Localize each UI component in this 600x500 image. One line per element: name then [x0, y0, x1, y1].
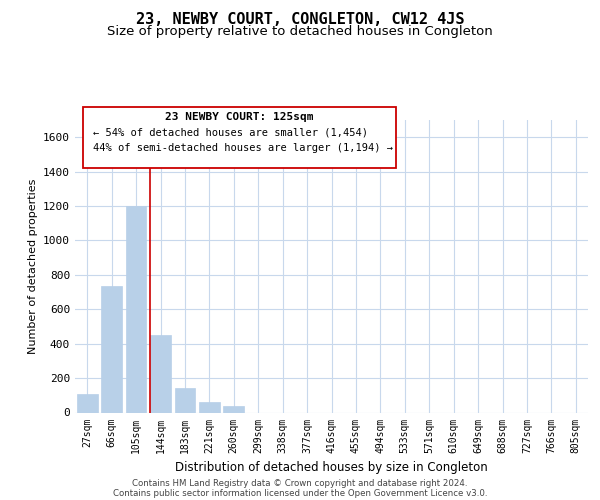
Text: Size of property relative to detached houses in Congleton: Size of property relative to detached ho…: [107, 25, 493, 38]
Text: ← 54% of detached houses are smaller (1,454): ← 54% of detached houses are smaller (1,…: [93, 128, 368, 138]
Text: 44% of semi-detached houses are larger (1,194) →: 44% of semi-detached houses are larger (…: [93, 143, 393, 153]
Bar: [199, 402, 220, 412]
X-axis label: Distribution of detached houses by size in Congleton: Distribution of detached houses by size …: [175, 461, 488, 474]
Y-axis label: Number of detached properties: Number of detached properties: [28, 178, 38, 354]
Text: Contains HM Land Registry data © Crown copyright and database right 2024.: Contains HM Land Registry data © Crown c…: [132, 479, 468, 488]
Bar: [150, 335, 171, 412]
Bar: [77, 394, 98, 412]
Text: 23, NEWBY COURT, CONGLETON, CW12 4JS: 23, NEWBY COURT, CONGLETON, CW12 4JS: [136, 12, 464, 28]
Bar: [101, 286, 122, 412]
Bar: [125, 206, 146, 412]
Text: Contains public sector information licensed under the Open Government Licence v3: Contains public sector information licen…: [113, 489, 487, 498]
Bar: [223, 406, 244, 412]
Text: 23 NEWBY COURT: 125sqm: 23 NEWBY COURT: 125sqm: [165, 112, 313, 122]
Bar: [175, 388, 196, 412]
FancyBboxPatch shape: [83, 107, 395, 168]
